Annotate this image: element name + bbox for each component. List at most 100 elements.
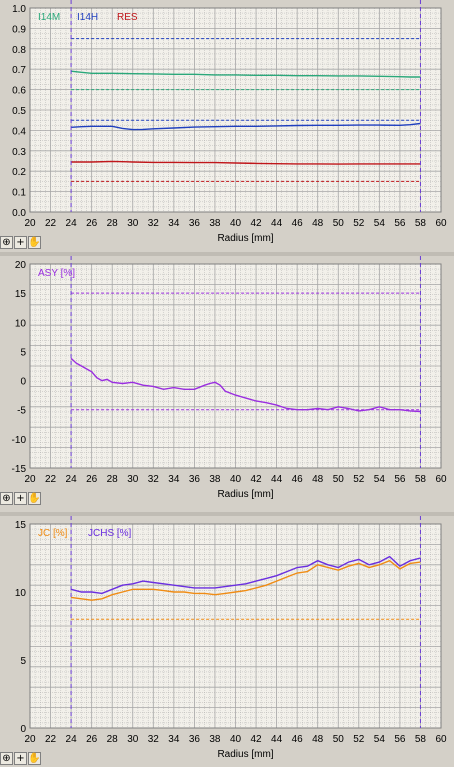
x-tick-label: 58 bbox=[415, 474, 427, 485]
x-tick-label: 40 bbox=[230, 218, 242, 229]
chart-2-toolbar: ⊕ + ✋ bbox=[0, 492, 41, 505]
series-line-res bbox=[71, 160, 421, 165]
y-tick-label: 1.0 bbox=[12, 4, 26, 15]
legend-label-jchs: JCHS [%] bbox=[88, 528, 132, 539]
x-tick-label: 42 bbox=[250, 474, 262, 485]
y-tick-label: 0 bbox=[20, 724, 26, 735]
legend-label-i14h: I14H bbox=[77, 12, 98, 23]
y-tick-label: 0.5 bbox=[12, 106, 26, 117]
x-tick-label: 28 bbox=[107, 218, 119, 229]
y-tick-label: 15 bbox=[15, 289, 27, 300]
x-tick-label: 38 bbox=[209, 474, 221, 485]
x-tick-label: 36 bbox=[189, 218, 201, 229]
x-tick-label: 48 bbox=[312, 474, 324, 485]
y-tick-label: 10 bbox=[15, 318, 27, 329]
x-tick-label: 22 bbox=[45, 734, 57, 745]
chart-1-toolbar: ⊕ + ✋ bbox=[0, 236, 41, 249]
chart-panel-2: -15 -10 -5 0 5 10 15 20 20 22 24 26 28 30 32 34 36 38 40 42… bbox=[0, 256, 454, 512]
y-tick-label: 0.2 bbox=[12, 167, 26, 178]
x-tick-label: 20 bbox=[24, 734, 36, 745]
pan-hand-icon[interactable]: ✋ bbox=[28, 236, 41, 249]
crosshair-icon[interactable]: + bbox=[14, 752, 27, 765]
y-tick-label: 0.0 bbox=[12, 208, 26, 219]
x-tick-label: 44 bbox=[271, 474, 283, 485]
y-tick-label: -10 bbox=[12, 435, 27, 446]
x-tick-label: 34 bbox=[168, 734, 180, 745]
x-axis-label: Radius [mm] bbox=[217, 489, 273, 500]
x-tick-label: 36 bbox=[189, 734, 201, 745]
series-line-jc bbox=[71, 559, 421, 601]
x-tick-label: 56 bbox=[394, 218, 406, 229]
x-tick-label: 52 bbox=[353, 474, 365, 485]
x-tick-label: 60 bbox=[435, 474, 447, 485]
chart-3-toolbar: ⊕ + ✋ bbox=[0, 752, 41, 765]
x-tick-label: 20 bbox=[24, 474, 36, 485]
x-tick-label: 44 bbox=[271, 218, 283, 229]
x-tick-label: 30 bbox=[127, 474, 139, 485]
zoom-icon[interactable]: ⊕ bbox=[0, 236, 13, 249]
x-tick-label: 52 bbox=[353, 218, 365, 229]
crosshair-icon[interactable]: + bbox=[14, 236, 27, 249]
zoom-icon[interactable]: ⊕ bbox=[0, 492, 13, 505]
series-line-i14h bbox=[71, 122, 421, 131]
plot-frame bbox=[29, 7, 442, 213]
series-line-i14m bbox=[71, 70, 421, 78]
y-tick-label: -15 bbox=[12, 464, 27, 475]
x-tick-label: 50 bbox=[333, 474, 345, 485]
x-tick-label: 58 bbox=[415, 218, 427, 229]
x-tick-label: 42 bbox=[250, 734, 262, 745]
panel-splitter-2[interactable] bbox=[0, 512, 454, 516]
x-tick-label: 38 bbox=[209, 734, 221, 745]
x-tick-label: 36 bbox=[189, 474, 201, 485]
legend-label-asy: ASY [%] bbox=[38, 268, 75, 279]
y-tick-label: 5 bbox=[20, 656, 26, 667]
y-tick-label: -5 bbox=[17, 406, 26, 417]
series-line-asy bbox=[70, 357, 421, 413]
x-tick-label: 52 bbox=[353, 734, 365, 745]
x-tick-label: 26 bbox=[86, 734, 98, 745]
panel-splitter-1[interactable] bbox=[0, 252, 454, 256]
x-tick-label: 44 bbox=[271, 734, 283, 745]
x-tick-label: 32 bbox=[148, 474, 160, 485]
y-tick-label: 0.3 bbox=[12, 147, 26, 158]
crosshair-icon[interactable]: + bbox=[14, 492, 27, 505]
x-tick-label: 42 bbox=[250, 218, 262, 229]
plot-frame bbox=[29, 263, 442, 469]
x-tick-label: 58 bbox=[415, 734, 427, 745]
x-axis-label: Radius [mm] bbox=[217, 233, 273, 244]
x-tick-label: 56 bbox=[394, 734, 406, 745]
chart-panel-1: 0.0 0.1 0.2 0.3 0.4 0.5 0.6 0.7 0.8 0.9 1.0 20 22 24 2… bbox=[0, 0, 454, 252]
chart-3-svg: 0 5 10 15 20 22 24 26 28 30 32 34 36 38 40 42 44 46 48 50 52… bbox=[15, 516, 447, 760]
x-tick-label: 50 bbox=[333, 734, 345, 745]
x-tick-label: 30 bbox=[127, 218, 139, 229]
x-tick-label: 24 bbox=[66, 474, 78, 485]
pan-hand-icon[interactable]: ✋ bbox=[28, 752, 41, 765]
x-tick-label: 32 bbox=[148, 218, 160, 229]
x-tick-label: 28 bbox=[107, 734, 119, 745]
y-tick-label: 0.1 bbox=[12, 188, 26, 199]
pan-hand-icon[interactable]: ✋ bbox=[28, 492, 41, 505]
x-tick-label: 22 bbox=[45, 474, 57, 485]
y-tick-label: 5 bbox=[20, 347, 26, 358]
chart-1-svg: 0.0 0.1 0.2 0.3 0.4 0.5 0.6 0.7 0.8 0.9 1.0 20 22 24 2… bbox=[12, 0, 447, 244]
x-tick-label: 32 bbox=[148, 734, 160, 745]
x-tick-label: 48 bbox=[312, 734, 324, 745]
y-tick-label: 0.6 bbox=[12, 86, 26, 97]
x-tick-label: 30 bbox=[127, 734, 139, 745]
x-tick-label: 40 bbox=[230, 474, 242, 485]
x-tick-label: 34 bbox=[168, 474, 180, 485]
x-tick-label: 46 bbox=[292, 218, 304, 229]
x-tick-label: 34 bbox=[168, 218, 180, 229]
x-tick-label: 46 bbox=[292, 734, 304, 745]
y-tick-label: 10 bbox=[15, 588, 27, 599]
legend-label-res: RES bbox=[117, 12, 138, 23]
x-tick-label: 46 bbox=[292, 474, 304, 485]
x-tick-label: 50 bbox=[333, 218, 345, 229]
zoom-icon[interactable]: ⊕ bbox=[0, 752, 13, 765]
x-axis-label: Radius [mm] bbox=[217, 749, 273, 760]
x-tick-label: 26 bbox=[86, 474, 98, 485]
y-tick-label: 0.8 bbox=[12, 45, 26, 56]
legend-label-jc: JC [%] bbox=[38, 528, 68, 539]
x-tick-label: 24 bbox=[66, 218, 78, 229]
x-tick-label: 48 bbox=[312, 218, 324, 229]
